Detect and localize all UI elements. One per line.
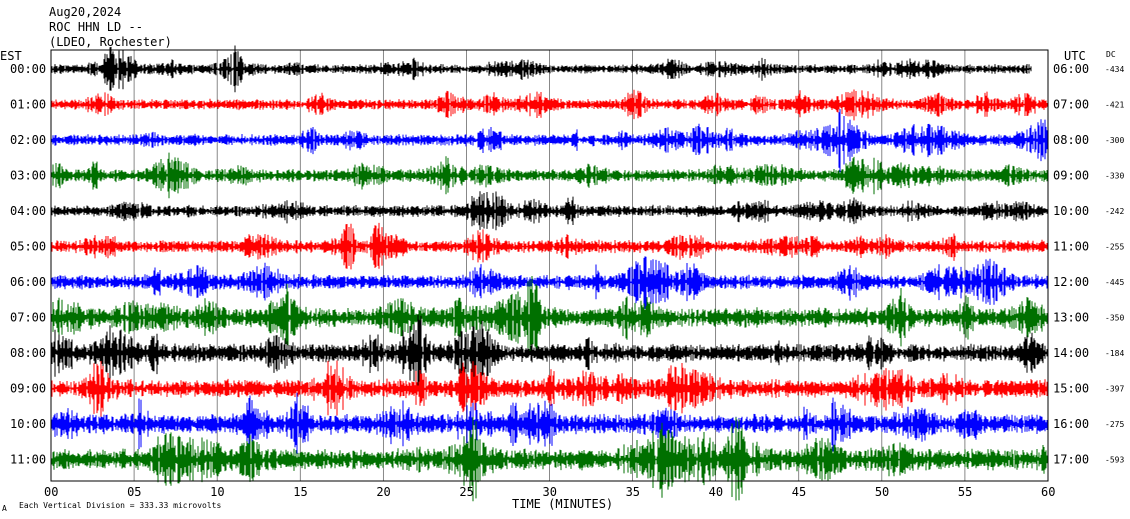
right-hour-label: 11:00: [1053, 240, 1089, 254]
left-hour-label: 05:00: [10, 240, 46, 254]
dc-offset-label: -445: [1105, 278, 1124, 287]
right-hour-label: 13:00: [1053, 311, 1089, 325]
x-tick-label: 10: [210, 485, 224, 499]
left-hour-label: 07:00: [10, 311, 46, 325]
x-axis-label: TIME (MINUTES): [512, 497, 613, 511]
x-tick-label: 35: [626, 485, 640, 499]
dc-offset-label: -593: [1105, 456, 1124, 465]
dc-offset-label: -242: [1105, 207, 1124, 216]
header-date: Aug20,2024: [49, 5, 121, 19]
dc-offset-label: -350: [1105, 314, 1124, 323]
right-hour-label: 17:00: [1053, 453, 1089, 467]
left-hour-label: 03:00: [10, 169, 46, 183]
vertical-gridlines: [133, 50, 966, 481]
x-tick-label: 25: [459, 485, 473, 499]
x-tick-label: 45: [792, 485, 806, 499]
dc-offset-label: -255: [1105, 243, 1124, 252]
left-hour-label: 04:00: [10, 204, 46, 218]
x-tick-label: 05: [127, 485, 141, 499]
left-hour-label: 09:00: [10, 382, 46, 396]
x-tick-label: 15: [293, 485, 307, 499]
dc-offset-label: -275: [1105, 420, 1124, 429]
header-network: (LDEO, Rochester): [49, 35, 172, 49]
x-tick-label: 50: [875, 485, 889, 499]
left-hour-label: 11:00: [10, 453, 46, 467]
plot-frame: [50, 49, 1049, 482]
right-hour-label: 09:00: [1053, 169, 1089, 183]
header-station: ROC HHN LD --: [49, 20, 143, 34]
left-hour-labels: 00:00 01:00 02:00 03:00 04:00 05:00 06:00 07:00…: [10, 62, 46, 467]
dc-column-header: DC: [1106, 50, 1116, 59]
left-hour-label: 02:00: [10, 133, 46, 147]
dc-offset-label: -434: [1105, 65, 1124, 74]
left-timezone-label: EST: [0, 49, 22, 63]
right-hour-label: 10:00: [1053, 204, 1089, 218]
footer-scale-note: Each Vertical Division = 333.33 microvol…: [19, 501, 221, 510]
right-hour-label: 15:00: [1053, 382, 1089, 396]
right-timezone-label: UTC: [1064, 49, 1086, 63]
left-hour-label: 08:00: [10, 346, 46, 360]
trace-0000: [50, 45, 1032, 93]
right-hour-label: 16:00: [1053, 417, 1089, 431]
right-hour-label: 14:00: [1053, 346, 1089, 360]
x-tick-label: 55: [958, 485, 972, 499]
left-hour-label: 00:00: [10, 62, 46, 76]
left-hour-label: 10:00: [10, 417, 46, 431]
right-hour-label: 08:00: [1053, 133, 1089, 147]
corner-mark: A: [2, 504, 7, 513]
left-hour-label: 01:00: [10, 98, 46, 112]
dc-offset-label: -397: [1105, 385, 1124, 394]
x-tick-label: 40: [709, 485, 723, 499]
x-tick-label: 00: [44, 485, 58, 499]
x-tick-label: 30: [543, 485, 557, 499]
right-hour-label: 06:00: [1053, 62, 1089, 76]
plot-border: [50, 49, 1049, 482]
x-tick-labels: 00 05 10 15 20 25 30 35 40 45 50 55 60: [44, 485, 1055, 499]
x-tick-label: 20: [376, 485, 390, 499]
left-hour-label: 06:00: [10, 275, 46, 289]
x-tick-label: 60: [1041, 485, 1055, 499]
dc-offset-label: -184: [1105, 349, 1124, 358]
dc-offset-label: -421: [1105, 101, 1124, 110]
right-hour-labels: 06:00 07:00 08:00 09:00 10:00 11:00 12:00 13:00…: [1053, 62, 1089, 467]
dc-offset-labels: -434 -421 -300 -330 -242 -255 -445 -350 -184 -397…: [1105, 65, 1124, 465]
dc-offset-label: -300: [1105, 136, 1124, 145]
dc-offset-label: -330: [1105, 172, 1124, 181]
right-hour-label: 07:00: [1053, 98, 1089, 112]
right-hour-label: 12:00: [1053, 275, 1089, 289]
